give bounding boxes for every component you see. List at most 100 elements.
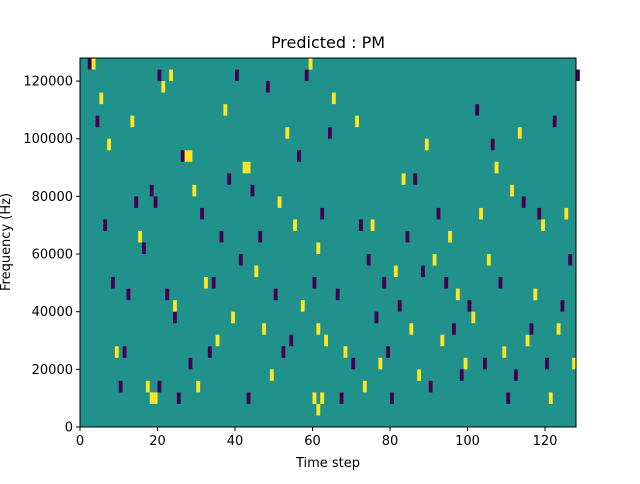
heatmap-cell-high (107, 138, 111, 151)
heatmap-cell-high (324, 334, 328, 347)
heatmap-cell-low (436, 207, 441, 220)
heatmap-cell-low (405, 230, 410, 243)
heatmap-cell-high (153, 392, 158, 404)
heatmap-cell-low (459, 369, 464, 381)
x-tick-label: 40 (227, 434, 244, 449)
heatmap-cell-low (176, 392, 181, 404)
heatmap-cell-low (374, 311, 379, 324)
heatmap-cell-low (312, 277, 317, 289)
heatmap-cell-low (149, 184, 154, 197)
heatmap-cell-high (572, 357, 576, 370)
heatmap-cell-low (328, 127, 332, 139)
heatmap-cell-high (231, 311, 235, 324)
heatmap-cell-high (331, 92, 336, 105)
heatmap-cell-high (215, 334, 220, 347)
heatmap-cell-low (258, 230, 263, 243)
heatmap-cell-high (362, 380, 367, 393)
heatmap-cell-low (467, 300, 472, 312)
heatmap-cell-high (370, 219, 375, 231)
heatmap-cell-low (413, 173, 418, 185)
heatmap-cell-high (378, 357, 383, 370)
heatmap-cell-low (227, 173, 232, 185)
heatmap-cell-low (359, 219, 363, 231)
heatmap-cell-low (103, 219, 108, 231)
y-tick-label: 60000 (32, 248, 73, 263)
heatmap-cell-low (498, 277, 503, 289)
heatmap-background (80, 58, 576, 427)
heatmap-cell-high (517, 127, 522, 139)
heatmap-cell-high (277, 196, 282, 208)
heatmap-cell-low (180, 150, 185, 162)
heatmap-cell-low (289, 334, 294, 347)
heatmap-cell-low (339, 392, 344, 404)
heatmap-cell-low (87, 58, 92, 70)
heatmap-cell-low (142, 242, 146, 255)
heatmap-cell-low (351, 357, 356, 370)
heatmap-cell-high (145, 380, 150, 393)
heatmap-cell-high (242, 161, 247, 174)
heatmap-cell-high (269, 369, 274, 381)
x-tick-label: 120 (533, 434, 558, 449)
heatmap-cell-high (401, 173, 406, 185)
heatmap-cell-high (184, 150, 189, 162)
y-tick-label: 20000 (32, 363, 73, 378)
heatmap-cell-low (153, 196, 158, 208)
plot-frame (79, 57, 577, 428)
heatmap-cell-low (297, 150, 301, 162)
heatmap-cell-high (424, 138, 429, 151)
heatmap-cell-high (293, 219, 297, 231)
heatmap-cell-high (417, 369, 421, 381)
heatmap-cell-low (490, 138, 495, 151)
heatmap-cell-low (390, 392, 394, 404)
heatmap-cell-low (568, 254, 573, 266)
heatmap-cell-low (126, 288, 131, 301)
axes: 0 20 40 60 80 100 120 0 20000 40000 60000 80000 1000… (23, 57, 577, 449)
heatmap-cell-high (316, 403, 321, 416)
x-tick-label: 60 (304, 434, 321, 449)
heatmap-cell-high (114, 346, 119, 358)
heatmap-cell-low (134, 196, 139, 208)
heatmap-cell-low (207, 346, 212, 358)
heatmap-cell-low (95, 115, 100, 128)
heatmap-cell-high (432, 254, 437, 266)
heatmap-cell-low (421, 265, 425, 278)
heatmap-cell-low (188, 357, 193, 370)
heatmap-cell-high (393, 265, 398, 278)
heatmap-cell-low (576, 69, 580, 82)
heatmap-cell-high (246, 161, 251, 174)
heatmap-cell-low (382, 277, 387, 289)
x-tick-label: 20 (149, 434, 166, 449)
heatmap-cell-low (529, 323, 534, 335)
heatmap-cell-high (463, 357, 468, 370)
heatmap-cell-high (91, 58, 96, 70)
heatmap-cell-high (533, 288, 538, 301)
heatmap-cell-low (483, 357, 487, 370)
heatmap-cell-low (552, 115, 557, 128)
heatmap-cell-high (355, 115, 359, 128)
heatmap-cell-low (320, 207, 325, 220)
heatmap-cell-high (308, 58, 313, 70)
chart-title: Predicted : PM (271, 33, 385, 52)
heatmap-cell-high (196, 380, 201, 393)
heatmap-cell-low (173, 311, 177, 324)
heatmap-cell-low (506, 392, 511, 404)
x-tick-label: 100 (455, 434, 480, 449)
heatmap-cell-low (165, 288, 170, 301)
heatmap-cell-high (262, 323, 266, 335)
heatmap-cell-low (560, 300, 565, 312)
heatmap-cell-high (494, 161, 499, 174)
heatmap-cell-low (246, 392, 251, 404)
heatmap-cell-low (250, 184, 255, 197)
heatmap-cell-high (479, 207, 483, 220)
heatmap-cell-high (448, 230, 452, 243)
heatmap-cell-low (335, 288, 340, 301)
heatmap-cell-high (300, 300, 305, 312)
heatmap-cell-high (541, 219, 545, 231)
x-tick-label: 0 (76, 434, 84, 449)
heatmap-cell-high (169, 69, 173, 82)
heatmap-cell-low (366, 254, 371, 266)
heatmap-cell-high (254, 265, 259, 278)
heatmap-cell-low (304, 69, 309, 82)
heatmap-cell-low (452, 323, 456, 335)
